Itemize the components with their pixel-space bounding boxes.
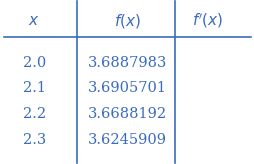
Text: 3.6245909: 3.6245909 [88,133,166,147]
Text: 2.2: 2.2 [23,107,45,121]
Text: 3.6688192: 3.6688192 [88,107,166,121]
Text: $f'(x)$: $f'(x)$ [192,11,223,30]
Text: 3.6905701: 3.6905701 [88,82,166,95]
Text: 2.0: 2.0 [22,56,46,70]
Text: 3.6887983: 3.6887983 [87,56,167,70]
Text: $f(x)$: $f(x)$ [114,12,140,30]
Text: 2.3: 2.3 [22,133,46,147]
Text: 2.1: 2.1 [23,82,45,95]
Text: $x$: $x$ [28,14,40,28]
